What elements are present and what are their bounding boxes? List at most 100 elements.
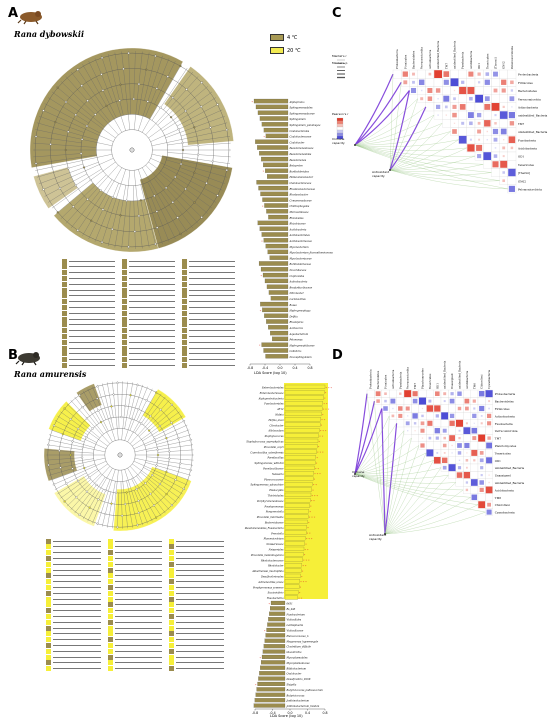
- heatmap-row-label: Bacteroidetes: [495, 400, 514, 404]
- mantel-r-label-c: Mantel's r: [332, 54, 347, 58]
- heatmap-value: [477, 81, 481, 84]
- lda-bar-label: Delftia: [289, 315, 299, 318]
- lda-bar: [284, 482, 313, 487]
- heatmap-cell: [470, 486, 479, 494]
- heatmap-cell: [470, 463, 479, 472]
- clade-branch: [112, 381, 119, 440]
- heatmap-value: [478, 138, 481, 141]
- clade-node: [155, 516, 158, 519]
- taxa-legend-swatch: [107, 608, 113, 614]
- heatmap-value: [465, 406, 469, 411]
- significance-star: *: [305, 548, 307, 552]
- heatmap-cell: [426, 412, 434, 420]
- clade-node: [189, 438, 192, 442]
- taxa-legend-entry: [107, 637, 163, 643]
- taxa-legend-text: [114, 650, 163, 652]
- lda-bar: [284, 422, 321, 427]
- heatmap-value: [437, 97, 439, 100]
- heatmap-value: [420, 428, 425, 433]
- mantel-link: [354, 144, 508, 190]
- heatmap-value: [464, 398, 470, 404]
- lda-bar: [258, 676, 286, 681]
- heatmap-cell: [466, 127, 476, 136]
- clade-branch: [168, 185, 204, 219]
- significance-star: *: [320, 429, 322, 433]
- significance-star: *: [323, 407, 325, 411]
- heatmap-cell: [426, 441, 434, 450]
- lda-bar-label: Mycobacteriaceae: [289, 257, 313, 260]
- taxa-legend-entry: [62, 275, 115, 281]
- clade-branch: [124, 384, 143, 441]
- clade-node: [137, 499, 140, 502]
- taxa-legend-text: [176, 581, 224, 582]
- lda-bar: [262, 197, 289, 202]
- lda-bar-label: Rhizobiales: [289, 217, 305, 220]
- taxa-legend-text: [129, 318, 175, 320]
- lda-bar-label: Bosea: [289, 304, 298, 307]
- taxa-legend-entry: [107, 555, 163, 561]
- significance-star: *: [305, 564, 307, 568]
- lda-bar-label: Rhizobiaceae: [289, 223, 307, 226]
- lda-bar: [264, 313, 289, 318]
- heatmap-value: [511, 106, 513, 108]
- mantel-link: [354, 430, 405, 475]
- mantel-link: [354, 460, 434, 475]
- clade-node: [118, 99, 121, 102]
- significance-star: *: [305, 580, 307, 584]
- taxa-legend-text: [53, 569, 101, 571]
- taxa-legend-swatch: [62, 304, 67, 310]
- taxa-legend-entry: [62, 310, 115, 316]
- significance-star: *: [316, 456, 318, 460]
- taxa-legend-swatch: [169, 666, 175, 672]
- clade-branch: [179, 167, 226, 184]
- taxa-legend-swatch: [46, 584, 51, 590]
- taxa-legend-entry: [169, 573, 224, 579]
- heatmap-value: [398, 406, 403, 411]
- lda-bar-label: Thiotrichales: [268, 495, 285, 498]
- lda-bar-label: Microscillaceae: [289, 211, 310, 214]
- clade-node: [124, 404, 127, 407]
- clade-branch: [50, 429, 85, 443]
- taxa-legend-swatch: [62, 310, 67, 316]
- lda-bar: [270, 330, 289, 336]
- heatmap-cell: [507, 69, 517, 79]
- clade-node: [130, 417, 133, 420]
- clade-branch: [145, 76, 199, 135]
- clade-branch: [126, 492, 133, 528]
- mantel-link: [354, 473, 464, 491]
- lda-bar: [284, 498, 311, 503]
- lda-bar: [284, 514, 309, 519]
- lda-bar-label: Butyricicoccus_pullicaecorum: [286, 689, 324, 692]
- clade-branch: [133, 424, 188, 449]
- clade-node: [121, 514, 124, 517]
- clade-node: [193, 171, 196, 174]
- clade-sector: [53, 475, 106, 527]
- heatmap-cell: [458, 127, 467, 136]
- heatmap-value: [484, 120, 491, 127]
- lda-axis-tick-label: 0.4: [292, 366, 297, 370]
- significance-star: *: [259, 344, 261, 348]
- lda-bar: [284, 492, 312, 497]
- significance-star: *: [331, 386, 333, 390]
- clade-branch: [151, 129, 229, 146]
- heatmap-value: [442, 428, 447, 433]
- clade-node: [125, 491, 128, 494]
- heatmap-value: [492, 161, 499, 168]
- taxa-legend-swatch: [169, 613, 175, 619]
- heatmap-cell: [448, 471, 456, 479]
- heatmap-col-label: Unassigned: [450, 373, 454, 389]
- panel-letter-d: D: [332, 348, 343, 363]
- lda-bar-label: Fusobacteriia: [266, 597, 284, 600]
- lda-bar: [284, 563, 302, 568]
- heatmap-cell: [499, 69, 508, 79]
- heatmap-value: [510, 89, 514, 92]
- clade-node: [200, 216, 203, 219]
- taxa-legend-swatch: [182, 316, 187, 322]
- clade-node: [35, 135, 38, 138]
- significance-star: *: [312, 488, 314, 492]
- taxa-legend-text: [69, 359, 115, 360]
- taxa-legend-entry: [182, 345, 235, 351]
- clade-node: [111, 196, 114, 199]
- clade-node: [159, 106, 162, 109]
